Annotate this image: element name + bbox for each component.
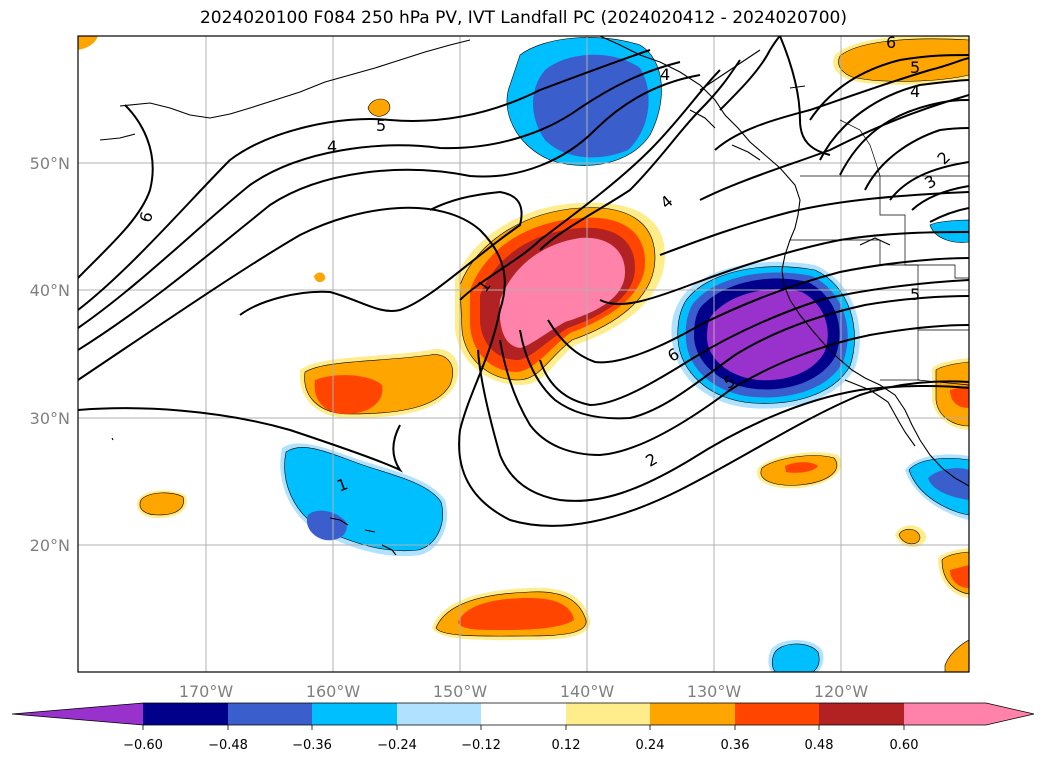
lat-label: 50°N [30,154,70,173]
contour-label: 4 [660,65,670,84]
contour-label: 5 [910,285,920,304]
colorbar-tick-label: 0.24 [636,738,665,753]
colorbar: −0.60 −0.48 −0.36 −0.24 −0.12 0.12 0.24 … [11,702,1035,753]
colorbar-segment [228,703,312,725]
lat-labels: 50°N 40°N 30°N 20°N [30,154,70,555]
colorbar-tick-label: −0.60 [123,738,163,753]
lat-label: 20°N [30,536,70,555]
lon-label: 130°W [687,682,742,701]
colorbar-segment [143,703,228,725]
contour-label: 5 [376,116,386,135]
contour-label: 5 [910,58,920,77]
colorbar-tick-label: 0.12 [552,738,581,753]
contour-label: 4 [910,82,920,101]
pv-contours [78,36,969,527]
lon-label: 140°W [560,682,615,701]
colorbar-tick-label: 0.48 [805,738,834,753]
lat-label: 40°N [30,281,70,300]
colorbar-segment [650,703,735,725]
colorbar-tick-label: 0.36 [721,738,750,753]
lat-label: 30°N [30,409,70,428]
contour-label: 4 [327,137,337,156]
colorbar-segment [566,703,650,725]
colorbar-segment [735,703,819,725]
map-plot-area: 6 5 4 4 1 4 6 5 2 1 5 4 3 2 5 6 [78,33,969,672]
map-frame [77,35,970,673]
colorbar-tick-label: −0.48 [208,738,248,753]
colorbar-tick-label: −0.36 [292,738,332,753]
colorbar-segment [12,703,143,725]
contour-label: 6 [886,33,896,52]
lon-labels: 170°W 160°W 150°W 140°W 130°W 120°W [179,682,869,701]
colorbar-segment [312,703,397,725]
colorbar-tick-label: −0.24 [377,738,417,753]
colorbar-segment [397,703,481,725]
colorbar-tick-label: 0.60 [890,738,919,753]
contour-label: 6 [136,210,157,225]
map-title: 2024020100 F084 250 hPa PV, IVT Landfall… [199,8,847,28]
colorbar-segment [904,703,1034,725]
lon-label: 150°W [433,682,488,701]
colorbar-segment [481,703,566,725]
colorbar-tick-label: −0.12 [461,738,501,753]
colorbar-segment [819,703,904,725]
lon-label: 160°W [306,682,361,701]
lon-label: 170°W [179,682,234,701]
shaded-field [78,36,969,672]
lon-label: 120°W [814,682,869,701]
